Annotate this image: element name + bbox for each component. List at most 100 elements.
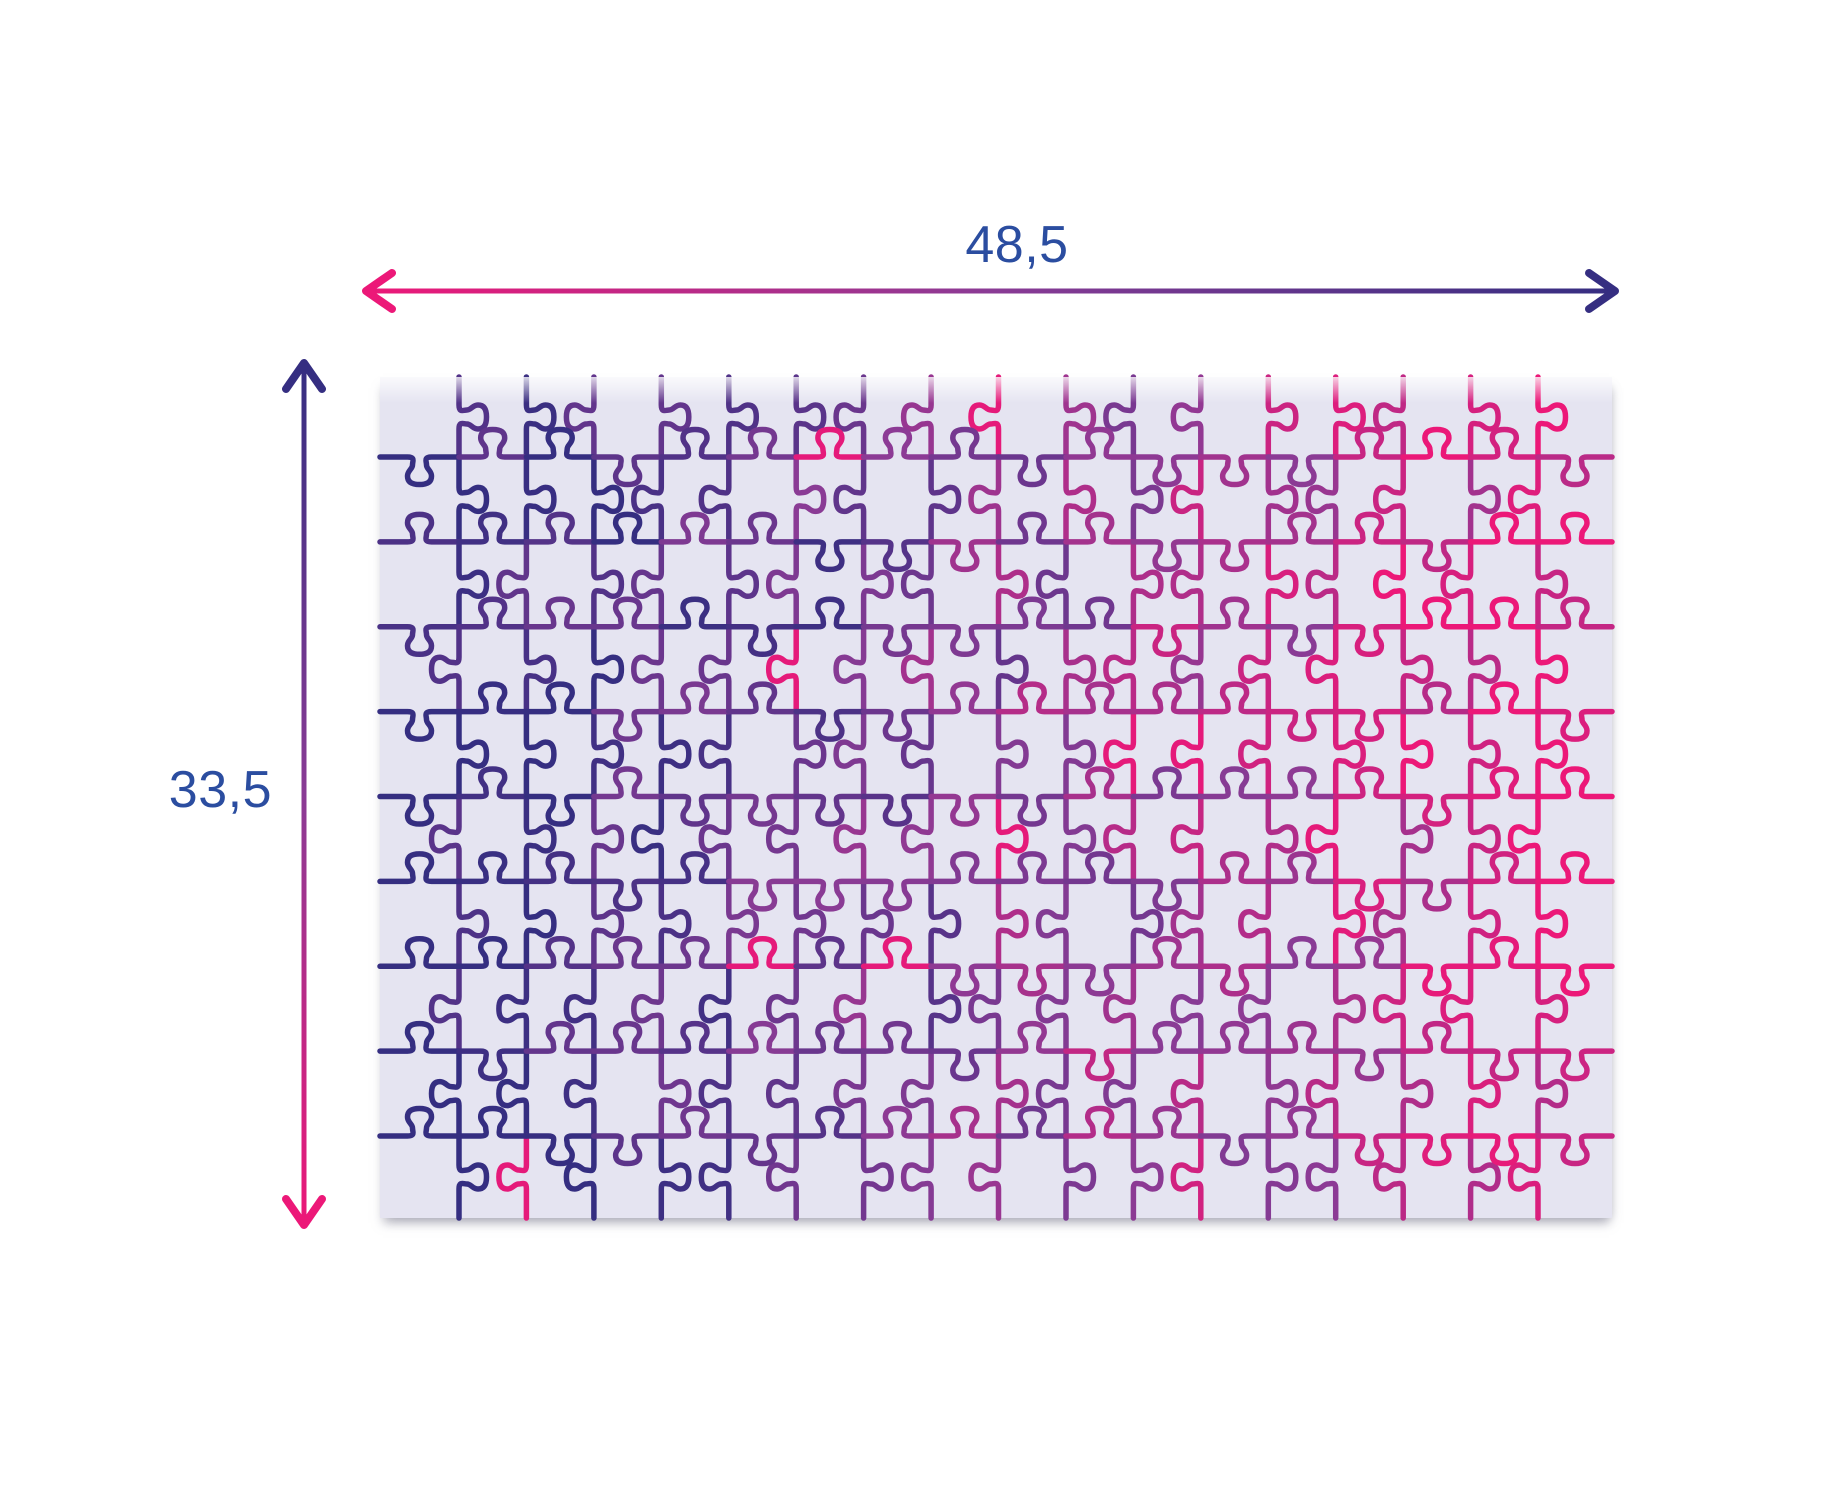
puzzle-edge [698, 624, 732, 715]
puzzle-edge [995, 793, 1069, 827]
puzzle-edge [1400, 681, 1474, 715]
puzzle-edge [523, 878, 557, 970]
puzzle-edge [793, 793, 867, 827]
puzzle-edge [658, 1105, 732, 1139]
puzzle-edge [995, 878, 1029, 970]
puzzle-edge [1535, 1133, 1615, 1167]
puzzle-edge [995, 1105, 1069, 1139]
puzzle-edge [1400, 1048, 1434, 1139]
puzzle-edge [1535, 596, 1615, 630]
puzzle-edge [726, 1133, 799, 1167]
puzzle-edge [523, 708, 557, 800]
puzzle-edge [1372, 374, 1406, 460]
height-arrowhead-top-icon [282, 359, 326, 393]
puzzle-edge [860, 708, 934, 742]
puzzle-edge [726, 374, 760, 460]
puzzle-edge [377, 1020, 462, 1054]
puzzle-edge [1535, 1048, 1569, 1139]
puzzle-edge [698, 793, 732, 885]
puzzle-edge [523, 793, 597, 827]
puzzle-edge [1130, 624, 1204, 658]
puzzle-edge [833, 963, 867, 1054]
puzzle-edge [456, 596, 530, 630]
puzzle-edge [833, 1048, 867, 1139]
puzzle-edge [1332, 1048, 1406, 1082]
puzzle-edge [1400, 1020, 1474, 1054]
puzzle-edge [900, 1133, 934, 1221]
puzzle-edge [1265, 793, 1299, 885]
puzzle-edge [900, 793, 934, 885]
puzzle-edge [793, 936, 867, 970]
puzzle-edge [591, 1020, 665, 1054]
puzzle-edge [1170, 454, 1204, 545]
puzzle-edge [1332, 708, 1366, 800]
puzzle-edge [1507, 793, 1541, 885]
puzzle-edge [658, 1133, 692, 1221]
puzzle-edge [1332, 624, 1406, 658]
puzzle-edge [928, 793, 1002, 827]
puzzle-edge [995, 1020, 1069, 1054]
puzzle-edge [631, 454, 665, 545]
puzzle-edge [765, 539, 799, 630]
puzzle-edge [1130, 1133, 1164, 1221]
puzzle-edge [1103, 624, 1137, 715]
puzzle-edge [833, 454, 867, 545]
puzzle-edge [1035, 1048, 1069, 1139]
puzzle-edge [1372, 878, 1406, 970]
puzzle-edge [1265, 1105, 1339, 1139]
puzzle-edge [1467, 851, 1541, 885]
puzzle-edge [456, 1048, 530, 1082]
puzzle-edge [658, 878, 692, 970]
puzzle-edge [591, 454, 625, 545]
puzzle-edge [1238, 624, 1272, 715]
puzzle-edge [1103, 374, 1137, 460]
puzzle-edge [1063, 511, 1137, 545]
puzzle-edge [928, 426, 1002, 460]
puzzle-edge [563, 963, 597, 1054]
puzzle-edge [658, 374, 692, 460]
puzzle-edge [658, 793, 732, 827]
puzzle-edge [523, 681, 597, 715]
puzzle-edge [1265, 1020, 1339, 1054]
puzzle-edge [1440, 539, 1474, 630]
puzzle-edge [658, 851, 732, 885]
puzzle-edge [1063, 454, 1097, 545]
puzzle-edge [1467, 426, 1541, 460]
puzzle-edge [1198, 681, 1272, 715]
puzzle-edge [765, 963, 799, 1054]
width-arrowhead-right-icon [1585, 269, 1619, 313]
puzzle-edge [995, 963, 1069, 997]
puzzle-edge [1103, 963, 1137, 1054]
puzzle-edge [523, 1133, 597, 1167]
puzzle-edge [1467, 596, 1541, 630]
puzzle-edge [1130, 454, 1204, 488]
puzzle-edge [995, 511, 1069, 545]
puzzle-edge [1265, 1133, 1299, 1221]
puzzle-edge [1170, 963, 1204, 1054]
puzzle-edge [765, 1048, 799, 1139]
puzzle-edge [1467, 766, 1541, 800]
puzzle-edge [631, 624, 665, 715]
puzzle-edge [1198, 1133, 1272, 1167]
puzzle-edge [1130, 766, 1204, 800]
puzzle-edge [833, 624, 867, 715]
puzzle-edge [1535, 851, 1615, 885]
puzzle-edge [1063, 426, 1137, 460]
puzzle-edge [1400, 624, 1434, 715]
puzzle-edge [1238, 708, 1272, 800]
puzzle-edge [523, 511, 597, 545]
puzzle-edge [1130, 539, 1164, 630]
puzzle-edge [860, 878, 934, 912]
puzzle-edge [1507, 1133, 1541, 1221]
puzzle-edge [591, 708, 665, 742]
puzzle-edge [726, 539, 760, 630]
puzzle-edge [591, 1133, 665, 1167]
puzzle-edge [1535, 374, 1569, 460]
puzzle-edge [658, 596, 732, 630]
puzzle-edge [1063, 624, 1097, 715]
puzzle-edge [1035, 963, 1069, 1054]
puzzle-edge [793, 1020, 867, 1054]
puzzle-edge [1507, 454, 1541, 545]
puzzle-edge [523, 596, 597, 630]
